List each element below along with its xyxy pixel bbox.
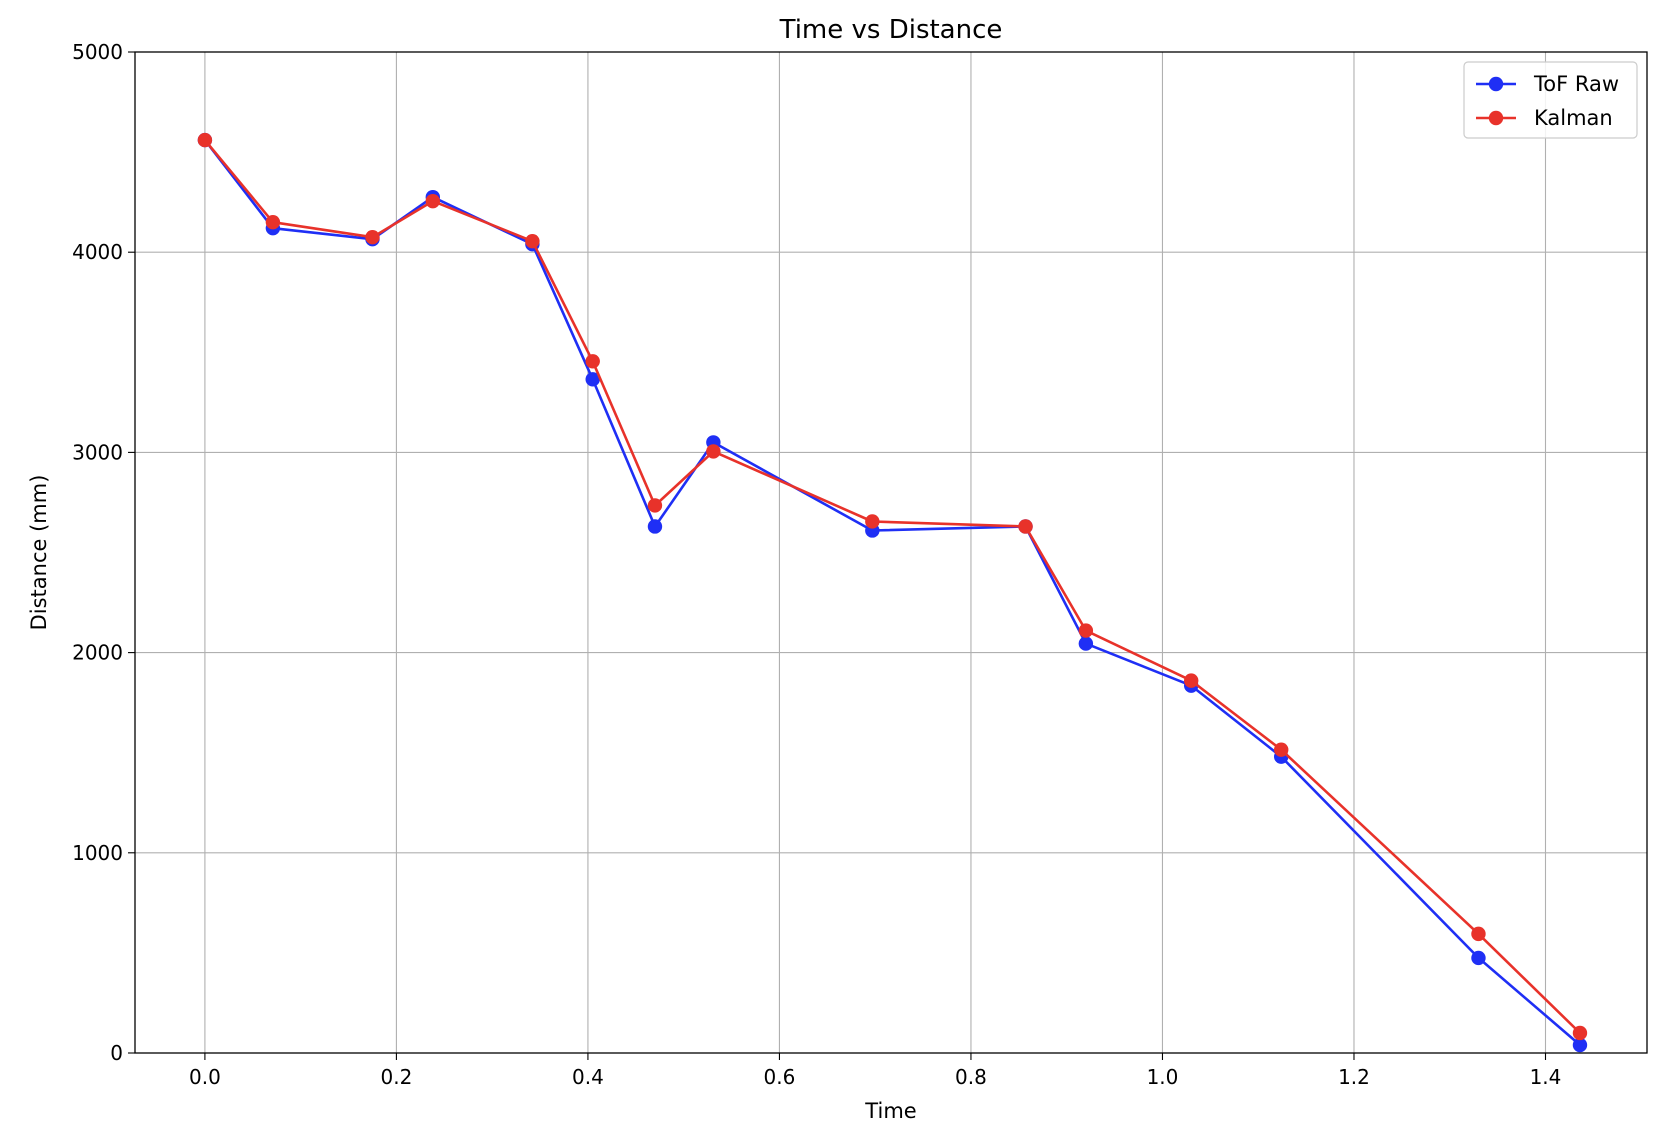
y-tick-label: 3000 xyxy=(72,440,123,464)
data-point xyxy=(1471,950,1486,966)
legend-label: Kalman xyxy=(1534,106,1613,130)
data-point xyxy=(197,132,213,148)
data-point xyxy=(1572,1025,1588,1041)
data-point xyxy=(585,354,600,369)
x-tick-label: 0.4 xyxy=(572,1065,604,1089)
y-tick-label: 2000 xyxy=(72,641,123,665)
series-layer xyxy=(197,132,1588,1053)
data-point xyxy=(1018,519,1033,534)
y-tick-label: 4000 xyxy=(72,240,123,264)
data-point xyxy=(525,233,540,249)
data-point xyxy=(425,193,441,209)
data-point xyxy=(1471,926,1486,942)
plot-frame xyxy=(134,51,1648,1054)
y-tick-label: 1000 xyxy=(72,841,123,865)
series-kalman xyxy=(197,132,1588,1041)
legend-entry: ToF Raw xyxy=(1476,72,1619,96)
x-tick-label: 1.2 xyxy=(1338,1065,1370,1089)
legend-label: ToF Raw xyxy=(1533,72,1619,96)
x-tick-label: 0.6 xyxy=(764,1065,796,1089)
data-point xyxy=(1078,623,1094,638)
x-tick-label: 0.0 xyxy=(189,1065,221,1089)
data-point xyxy=(647,519,663,534)
data-point xyxy=(1572,1037,1588,1053)
data-point xyxy=(1183,673,1199,688)
data-point xyxy=(265,214,281,230)
legend-entry: Kalman xyxy=(1476,106,1613,130)
x-tick-label: 1.4 xyxy=(1530,1065,1562,1089)
x-tick-label: 0.2 xyxy=(381,1065,413,1089)
data-point xyxy=(865,514,880,529)
data-point xyxy=(365,229,380,245)
data-point xyxy=(585,372,600,387)
data-point xyxy=(1274,742,1289,757)
legend-marker xyxy=(1488,110,1504,126)
y-axis-label: Distance (mm) xyxy=(27,475,51,631)
chart-title: Time vs Distance xyxy=(779,15,1003,45)
tick-layer: 0.0 0.2 0.4 0.6 0.8 1.0 1.2 1.4 0 1000 2000 3000 400… xyxy=(72,40,1561,1089)
legend: ToF Raw Kalman xyxy=(1463,61,1638,139)
x-tick-label: 1.0 xyxy=(1147,1065,1179,1089)
data-point xyxy=(647,498,663,513)
data-point xyxy=(706,444,721,459)
y-tick-label: 5000 xyxy=(72,40,123,64)
x-tick-label: 0.8 xyxy=(955,1065,987,1089)
legend-marker xyxy=(1488,76,1504,92)
y-tick-label: 0 xyxy=(110,1041,123,1065)
data-point xyxy=(1078,636,1094,651)
x-axis-label: Time xyxy=(864,1099,916,1123)
